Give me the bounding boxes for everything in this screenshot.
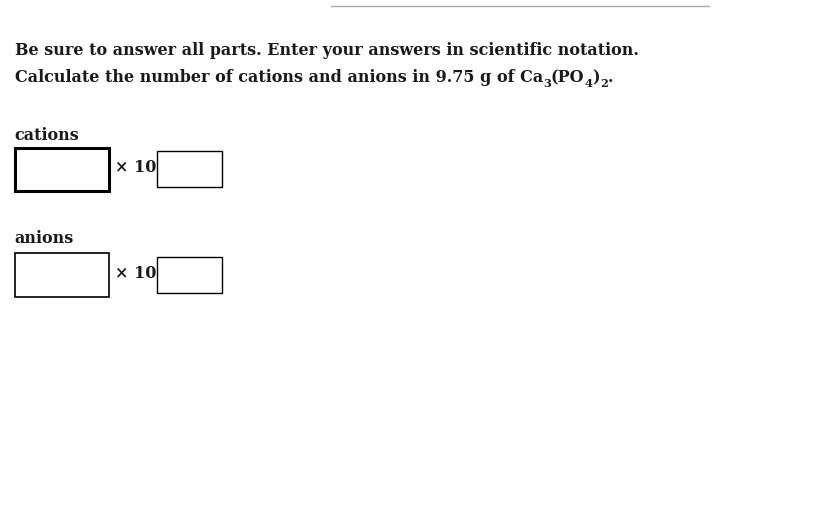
Text: Calculate the number of cations and anions in 9.75 g of Ca: Calculate the number of cations and anio… [15,69,543,86]
Text: 4: 4 [584,78,592,89]
Text: ): ) [592,69,600,86]
Text: anions: anions [15,230,74,247]
Text: cations: cations [15,127,79,144]
Text: .: . [608,69,614,86]
Text: × 10: × 10 [115,265,157,282]
Text: × 10: × 10 [115,159,157,177]
Text: 3: 3 [543,78,551,89]
Text: 2: 2 [600,78,608,89]
Text: Be sure to answer all parts. Enter your answers in scientific notation.: Be sure to answer all parts. Enter your … [15,42,639,59]
Text: (PO: (PO [551,69,584,86]
